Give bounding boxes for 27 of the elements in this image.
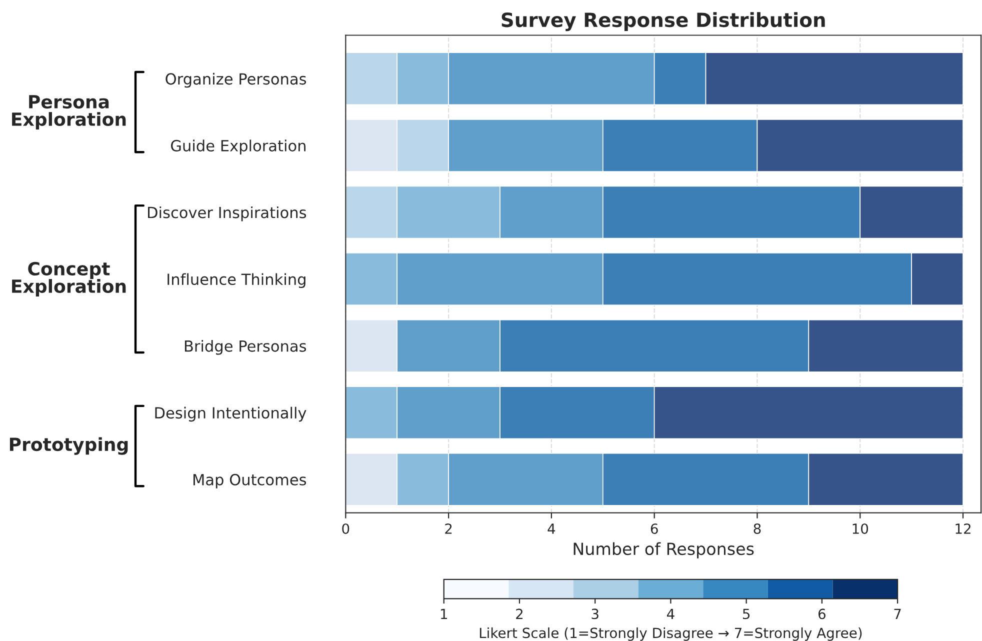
color-bar-label: 4 bbox=[666, 608, 674, 619]
x-tick-label: 10 bbox=[852, 523, 868, 534]
x-axis-title: Number of Responses bbox=[574, 542, 754, 558]
y-tick-label: Design Intentionally bbox=[155, 406, 306, 422]
x-tick-label: 4 bbox=[548, 524, 556, 534]
x-tick-label: 8 bbox=[754, 523, 761, 534]
color-bar-title: Likert Scale (1=Strongly Disagree → 7=Strongly Agree) bbox=[480, 627, 862, 641]
color-bar-label: 1 bbox=[440, 608, 447, 619]
text: Prototyping bbox=[10, 437, 128, 455]
x-tick-label: 0 bbox=[342, 523, 350, 534]
x-tick-label: 12 bbox=[956, 523, 970, 534]
y-tick-label: Discover Inspirations bbox=[148, 206, 306, 222]
chart-title: Survey Response Distribution bbox=[502, 12, 825, 32]
color-bar-label: 3 bbox=[592, 608, 598, 620]
color-bar-label: 5 bbox=[742, 608, 750, 620]
color-bar-label: 7 bbox=[894, 608, 901, 619]
y-tick-label: Influence Thinking bbox=[168, 273, 306, 288]
color-bar-label: 6 bbox=[818, 608, 826, 620]
y-tick-label: Bridge Personas bbox=[184, 340, 306, 355]
y-tick-label: Guide Exploration bbox=[171, 140, 306, 154]
x-tick-label: 6 bbox=[650, 523, 658, 534]
y-tick-label: Map Outcomes bbox=[193, 474, 306, 488]
x-tick-label: 2 bbox=[445, 523, 452, 534]
text: Persona Exploration bbox=[12, 95, 126, 130]
y-tick-label: Organize Personas bbox=[166, 72, 306, 88]
color-bar-label: 2 bbox=[516, 608, 523, 619]
text: Concept Exploration bbox=[12, 262, 126, 297]
